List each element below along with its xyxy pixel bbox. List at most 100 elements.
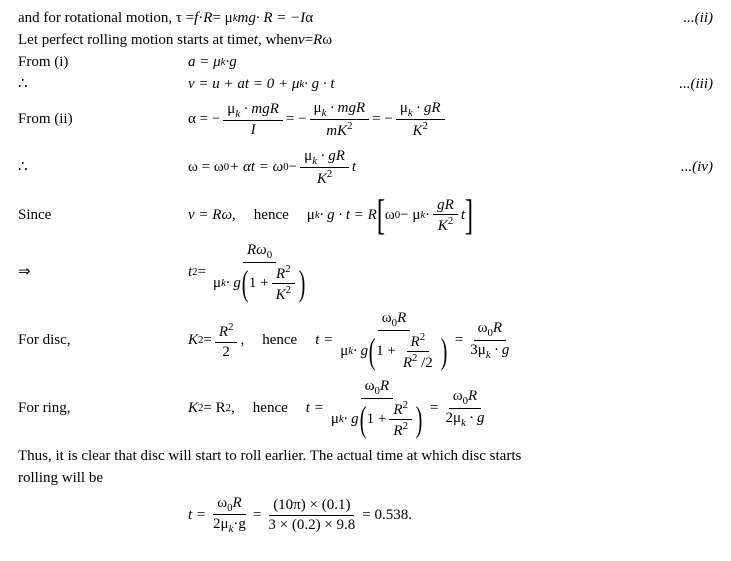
num: μk · gR [300,148,349,168]
therefore-label [18,157,188,179]
since-label: Since [18,205,188,227]
eq2: = [430,398,438,420]
eq-a: a = μ [188,52,221,74]
line-since: Since v = Rω, hence μk · g · t = R [ ω0 … [18,192,713,240]
K2: K [188,330,198,352]
R: R [313,30,322,52]
frac-t1: ω0R μk · g ( 1 + R2 R2 ) [327,378,427,440]
concl-a: Thus, it is clear that disc will start t… [18,446,713,468]
frac: gR K2 [433,197,458,235]
line-rolling-condition: Let perfect rolling motion starts at tim… [18,30,713,52]
line-eq-iii: v = u + at = 0 + μk · g · t ...(iii) [18,74,713,96]
minus: − μ [400,205,420,227]
dot: · g · t [304,74,334,96]
eq: = [198,262,206,284]
num: Rω0 [243,242,276,262]
den3: K2 [408,120,431,140]
eq2: = − [286,109,307,131]
eq-c: − [289,157,297,179]
num1: μk · mgR [223,101,283,121]
alpha: α [305,8,313,30]
line-for-ring: For ring, K2 = R2 , hence t = ω0R μk · g… [18,378,713,440]
concl-b: rolling will be [18,468,713,490]
implies-icon [18,264,31,280]
therefore-icon [18,159,28,175]
right-bracket-icon: ] [465,195,473,237]
therefore-label [18,74,188,96]
eq1: = R [203,398,225,420]
eq: = [305,30,313,52]
for-ring-label: For ring, [18,398,188,420]
eq-number-iii: ...(iii) [653,74,713,96]
den: K2 [434,215,457,235]
num2: μk · mgR [310,100,370,120]
c: · g · t = R [320,205,377,227]
den2: 3 × (0.2) × 9.8 [264,516,359,534]
frac3: μk · gR K2 [396,100,445,140]
from-ii-label: From (ii) [18,109,188,131]
from-i-label: From (i) [18,52,188,74]
num3: μk · gR [396,100,445,120]
eq: a = μk · g [188,52,653,74]
line-from-ii: From (ii) α = − μk · mgR I = − μk · mgR … [18,96,713,144]
line-for-disc: For disc, K2 = R2 2 , hence t = ω0R μk ·… [18,310,713,372]
t: t = [306,398,324,420]
eq: K2 = R2 2 , hence t = ω0R μk · g ( 1 + R… [188,310,653,372]
txt: Let perfect rolling motion starts at tim… [18,30,254,52]
mgR: mg· R = − [238,8,301,30]
t: t = [315,330,333,352]
frac-t2: ω0R 3μk · g [466,320,513,361]
eq: ω = ω0 + αt = ω0 − μk · gR K2 t [188,148,653,188]
line-final: t = ω0R 2μk·g = (10π) × (0.1) 3 × (0.2) … [18,492,713,540]
alpha-eq: α = − [188,109,220,131]
den2: mK2 [322,120,356,140]
left-paren-icon: ( [242,265,249,301]
g: g [229,52,237,74]
eq3: = − [372,109,393,131]
eq-a: v = u + at = 0 + μ [188,74,299,96]
om0: ω [385,205,395,227]
a: v = Rω, [188,205,236,227]
eq: v = u + at = 0 + μk · g · t [188,74,653,96]
implies-label [18,262,188,284]
line-eq-iv: ω = ω0 + αt = ω0 − μk · gR K2 t ...(iv) [18,144,713,192]
eq2: = [455,330,463,352]
frac1: μk · mgR I [223,101,283,139]
left-paren-icon: ( [369,333,376,369]
comma: , [240,330,244,352]
frac-k2: R2 2 [215,321,238,360]
line-from-i: From (i) a = μk · g [18,52,713,74]
innerfrac: R2 K2 [272,263,295,304]
left-bracket-icon: [ [377,195,385,237]
hence: hence [253,398,288,420]
hence: hence [254,205,289,227]
den1: I [247,121,260,139]
eq: v = Rω, hence μk · g · t = R [ ω0 − μk ·… [188,195,653,237]
line-implies-t2: t2 = Rω0 μk · g ( 1 + R2 K2 ) [18,242,713,304]
eq-a: ω = ω [188,157,224,179]
v: v [298,30,305,52]
for-disc-label: For disc, [18,330,188,352]
eq-b: + αt = ω [229,157,283,179]
txt2: , when [258,30,298,52]
eq-number-iv: ...(iv) [653,157,713,179]
conclusion-text: Thus, it is clear that disc will start t… [18,446,713,490]
frac2: (10π) × (0.1) 3 × (0.2) × 9.8 [264,497,359,533]
t: t = [188,505,206,527]
eq2: = [253,505,261,527]
frac-t2: ω0R 2μk · g [441,388,488,429]
dot: · [425,205,430,227]
frac-t1: ω0R μk · g ( 1 + R2 R2 /2 ) [336,310,452,372]
bigfrac: Rω0 μk · g ( 1 + R2 K2 ) [209,242,310,304]
num2: (10π) × (0.1) [269,497,354,515]
eq-text: and for rotational motion, τ = f · R = μ… [18,8,653,30]
t: t [352,157,356,179]
frac1: ω0R 2μk·g [209,495,250,536]
frac2: μk · mgR mK2 [310,100,370,140]
frac: μk · gR K2 [300,148,349,188]
hence: hence [262,330,297,352]
den: K2 [313,168,336,188]
eq-number-ii: ...(ii) [653,8,713,30]
eq-mu: = μ [212,8,232,30]
eq: K2 = R2 , hence t = ω0R μk · g ( 1 + R2 … [188,378,653,440]
